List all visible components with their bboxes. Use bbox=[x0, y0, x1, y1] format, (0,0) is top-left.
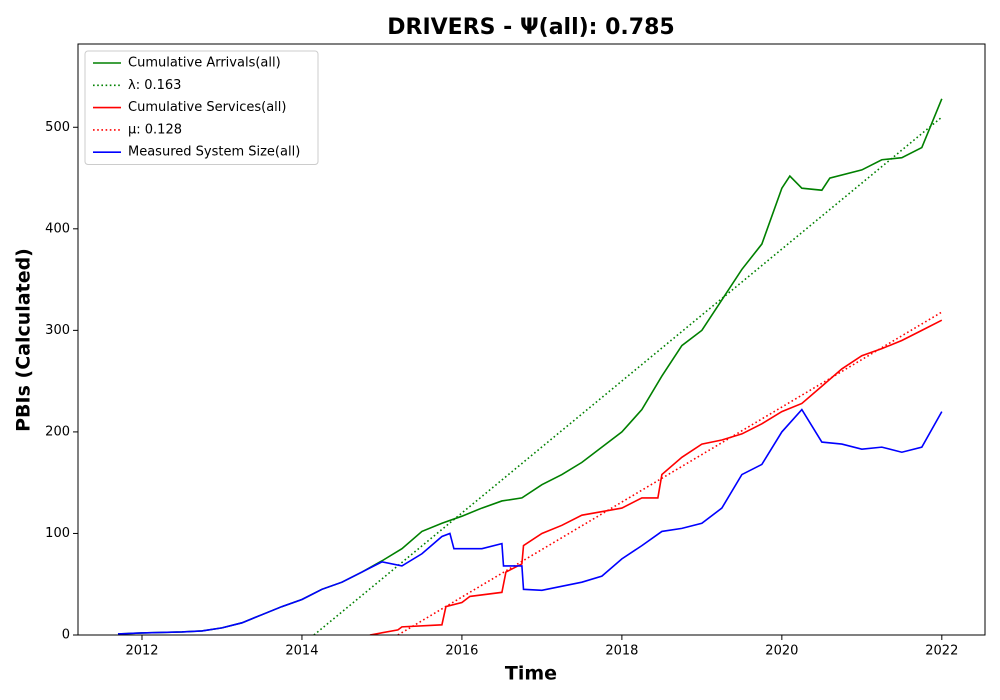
plot-frame bbox=[77, 43, 986, 636]
legend-label: μ: 0.128 bbox=[128, 122, 182, 137]
y-tick-label: 0 bbox=[62, 628, 70, 643]
legend-label: Measured System Size(all) bbox=[128, 145, 300, 160]
y-tick-label: 100 bbox=[45, 526, 70, 541]
y-tick-label: 400 bbox=[45, 221, 70, 236]
x-tick-label: 2020 bbox=[765, 644, 798, 659]
x-tick-label: 2016 bbox=[445, 644, 478, 659]
series-line bbox=[313, 116, 943, 635]
x-tick-label: 2022 bbox=[925, 644, 958, 659]
x-axis-label: Time bbox=[505, 663, 557, 685]
series-line bbox=[117, 98, 943, 635]
legend-label: Cumulative Arrivals(all) bbox=[128, 56, 281, 71]
x-tick-label: 2012 bbox=[125, 644, 158, 659]
series-line bbox=[369, 319, 943, 635]
y-tick-label: 200 bbox=[45, 424, 70, 439]
legend-label: Cumulative Services(all) bbox=[128, 100, 286, 115]
series-line bbox=[117, 408, 943, 635]
x-tick-label: 2018 bbox=[605, 644, 638, 659]
legend-box bbox=[84, 50, 319, 165]
x-tick-label: 2014 bbox=[285, 644, 318, 659]
y-axis-label: PBIs (Calculated) bbox=[13, 248, 35, 432]
legend-label: λ: 0.163 bbox=[128, 78, 181, 93]
y-tick-label: 300 bbox=[45, 323, 70, 338]
series-line bbox=[397, 311, 943, 635]
chart-title: DRIVERS - Ψ(all): 0.785 bbox=[387, 15, 674, 40]
y-tick-label: 500 bbox=[45, 120, 70, 135]
